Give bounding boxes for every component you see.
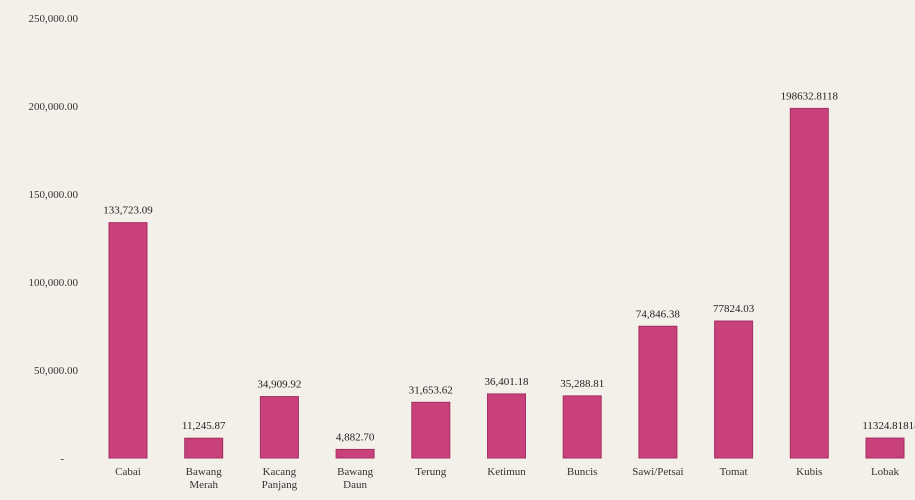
data-label: 77824.03	[713, 303, 755, 315]
bar	[487, 393, 526, 459]
bar	[411, 401, 451, 459]
bar	[789, 107, 829, 459]
x-axis: Cabai BawangMerahKacangPanjangBawangDaunT…	[115, 466, 899, 491]
y-tick-label: 100,000.00	[29, 277, 79, 289]
x-tick-label: Kubis	[796, 466, 822, 478]
data-label: 74,846.38	[636, 308, 681, 320]
bar	[335, 448, 375, 459]
x-tick-label: Buncis	[567, 466, 598, 478]
data-label: 11,245.87	[182, 420, 226, 432]
x-tick-label: Bawang	[186, 466, 223, 478]
x-tick-label: Tomat	[720, 466, 748, 478]
data-label: 36,401.18	[485, 376, 530, 388]
bar	[184, 437, 224, 459]
y-tick-label: 200,000.00	[29, 101, 79, 113]
bar	[714, 320, 754, 459]
y-tick-label: 250,000.00	[29, 13, 79, 25]
data-label: 35,288.81	[560, 378, 604, 390]
x-tick-label: Terung	[415, 466, 446, 478]
bar	[638, 325, 678, 459]
x-tick-label: Daun	[343, 479, 367, 491]
data-label: 198632.8118	[781, 90, 839, 102]
x-tick-label: Bawang	[337, 466, 374, 478]
data-labels: 133,723.09 11,245.87 34,909.92 4,882.70 31,6…	[103, 90, 915, 443]
bars	[108, 107, 905, 459]
data-label: 4,882.70	[336, 431, 375, 443]
data-label: 34,909.92	[257, 379, 301, 391]
y-tick-label: -	[60, 453, 64, 465]
y-tick-label: 50,000.00	[34, 365, 79, 377]
data-label: 31,653.62	[409, 384, 453, 396]
x-tick-label: Lobak	[871, 466, 900, 478]
x-tick-label: Ketimun	[487, 466, 526, 478]
y-axis: - 50,000.00 100,000.00 150,000.00 200,000.00…	[29, 13, 79, 465]
bar	[562, 395, 602, 459]
x-tick-label: Cabai	[115, 466, 141, 478]
x-tick-label: Kacang	[263, 466, 297, 478]
x-tick-label: Merah	[189, 479, 218, 491]
x-tick-label: Sawi/Petsai	[632, 466, 683, 478]
data-label: 11324.81818	[862, 420, 915, 432]
x-tick-label: Panjang	[262, 479, 298, 491]
data-label: 133,723.09	[103, 205, 153, 217]
bar	[865, 437, 905, 459]
y-tick-label: 150,000.00	[29, 189, 79, 201]
bar	[259, 396, 299, 459]
bar	[108, 222, 148, 459]
